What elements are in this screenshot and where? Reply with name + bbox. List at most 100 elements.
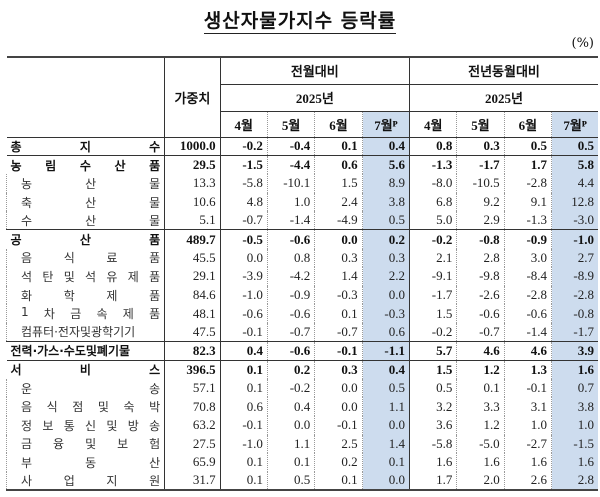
weight-cell: 489.7: [164, 229, 221, 249]
table-row: 정 보 통 신 및 방 송 63.2 -0.1 0.0 -0.1 0.0 3.6 1.2 1.0 1.0: [5, 415, 598, 435]
yoy-cell: 1.7: [503, 155, 552, 175]
weight-cell: 13.3: [164, 174, 221, 193]
yoy-cell: 3.2: [408, 397, 457, 416]
table-row: 금 융 및 보 험 27.5 -1.0 1.1 2.5 1.4 -5.8 -5.0 -2.7 -1.5: [5, 434, 598, 454]
table-row: 음 식 료 품 45.5 0.0 0.8 0.3 0.3 2.1 2.8 3.0 2.7: [5, 248, 598, 268]
mom-cell: 4.8: [219, 192, 268, 212]
weight-cell: 396.5: [164, 360, 221, 379]
mom-cell: 0.0: [361, 285, 410, 305]
yoy-cell: -1.7: [456, 155, 505, 175]
weight-cell: 70.8: [164, 397, 221, 416]
yoy-cell: -9.8: [456, 267, 505, 286]
mom-cell: -0.6: [266, 341, 315, 361]
mom-cell: 0.5: [361, 378, 410, 398]
mom-cell: 0.4: [219, 341, 268, 361]
table-row: 운 송 57.1 0.1 -0.2 0.0 0.5 0.5 0.1 -0.1 0.7: [5, 378, 598, 398]
row-label: 컴퓨터·전자및광학기기: [5, 322, 165, 342]
yoy-cell: -1.7: [408, 285, 457, 305]
mom-cell: -0.5: [219, 229, 268, 249]
header-month: 6월: [314, 111, 363, 138]
yoy-cell: 2.6: [503, 471, 552, 491]
mom-cell: 0.4: [361, 360, 410, 379]
yoy-cell: -0.2: [408, 229, 457, 249]
yoy-cell: -1.7: [551, 322, 598, 342]
yoy-cell: 1.2: [456, 360, 505, 379]
mom-cell: -0.1: [314, 415, 363, 435]
yoy-cell: 0.5: [408, 378, 457, 398]
mom-cell: 0.0: [314, 378, 363, 398]
yoy-cell: 0.8: [408, 137, 457, 156]
yoy-cell: 4.6: [456, 341, 505, 361]
mom-cell: -4.2: [266, 267, 315, 286]
mom-cell: 1.1: [266, 434, 315, 454]
yoy-cell: 1.5: [408, 304, 457, 323]
weight-cell: 1000.0: [164, 137, 221, 156]
table-row: 공 산 품 489.7 -0.5 -0.6 0.0 0.2 -0.2 -0.8 -0.9 -1.0: [6, 229, 598, 249]
yoy-cell: 3.3: [456, 397, 505, 416]
mom-cell: -0.9: [266, 285, 315, 305]
table-row: 사 업 지 원 31.7 0.1 0.5 0.1 0.0 1.7 2.0 2.6 2.8: [5, 471, 598, 491]
yoy-cell: 12.8: [551, 192, 598, 212]
mom-cell: -1.1: [361, 341, 410, 361]
yoy-cell: 3.1: [503, 397, 552, 416]
yoy-cell: -2.8: [551, 285, 598, 305]
mom-cell: 1.0: [266, 192, 315, 212]
yoy-cell: 1.3: [503, 360, 552, 379]
header-month: 4월: [219, 111, 268, 138]
mom-cell: 0.1: [361, 453, 410, 472]
yoy-cell: 2.1: [408, 248, 457, 268]
mom-cell: 0.2: [314, 453, 363, 472]
yoy-cell: 1.7: [408, 471, 457, 491]
mom-cell: -0.1: [219, 322, 268, 342]
header-category: [6, 56, 165, 138]
yoy-cell: -1.3: [503, 211, 552, 230]
yoy-cell: 1.6: [551, 453, 598, 472]
header-month: 5월: [456, 111, 505, 138]
mom-cell: -0.1: [314, 341, 363, 361]
mom-cell: -1.0: [219, 285, 268, 305]
weight-cell: 27.5: [164, 434, 221, 454]
mom-cell: 2.2: [361, 267, 410, 286]
table-body: 총 지 수 1000.0 -0.2 -0.4 0.1 0.4 0.8 0.3 0.5 0.5 농 림 수 산 품…: [5, 137, 598, 491]
header-month: 5월: [266, 111, 315, 138]
yoy-cell: -0.2: [408, 322, 457, 342]
yoy-cell: 6.8: [408, 192, 457, 212]
yoy-cell: 4.4: [551, 174, 598, 193]
mom-cell: -10.1: [266, 174, 315, 193]
mom-cell: 0.4: [266, 397, 315, 416]
mom-cell: -0.7: [314, 322, 363, 342]
weight-cell: 47.5: [164, 322, 221, 342]
table-row: 서 비 스 396.5 0.1 0.2 0.3 0.4 1.5 1.2 1.3 1.6: [6, 360, 598, 379]
yoy-cell: -1.5: [551, 434, 598, 454]
yoy-cell: -0.1: [503, 378, 552, 398]
yoy-cell: -0.8: [551, 304, 598, 323]
mom-cell: 2.5: [314, 434, 363, 454]
yoy-cell: -2.7: [503, 434, 552, 454]
mom-cell: 0.1: [219, 360, 268, 379]
mom-cell: 0.0: [361, 415, 410, 435]
yoy-cell: -3.0: [551, 211, 598, 230]
mom-cell: 0.1: [266, 453, 315, 472]
mom-cell: 8.9: [361, 174, 410, 193]
yoy-cell: -8.9: [551, 267, 598, 286]
yoy-cell: 3.9: [551, 341, 598, 361]
mom-cell: 0.1: [219, 453, 268, 472]
yoy-cell: 2.7: [551, 248, 598, 268]
mom-cell: 0.5: [266, 471, 315, 491]
mom-cell: -1.4: [266, 211, 315, 230]
mom-cell: -5.8: [219, 174, 268, 193]
weight-cell: 10.6: [164, 192, 221, 212]
mom-cell: 0.2: [361, 229, 410, 249]
mom-cell: 0.6: [314, 155, 363, 175]
table-row: 총 지 수 1000.0 -0.2 -0.4 0.1 0.4 0.8 0.3 0.5 0.5: [6, 137, 598, 156]
mom-cell: 1.1: [361, 397, 410, 416]
yoy-cell: -0.8: [456, 229, 505, 249]
header-month-preliminary: 7월ᴾ: [551, 111, 598, 138]
